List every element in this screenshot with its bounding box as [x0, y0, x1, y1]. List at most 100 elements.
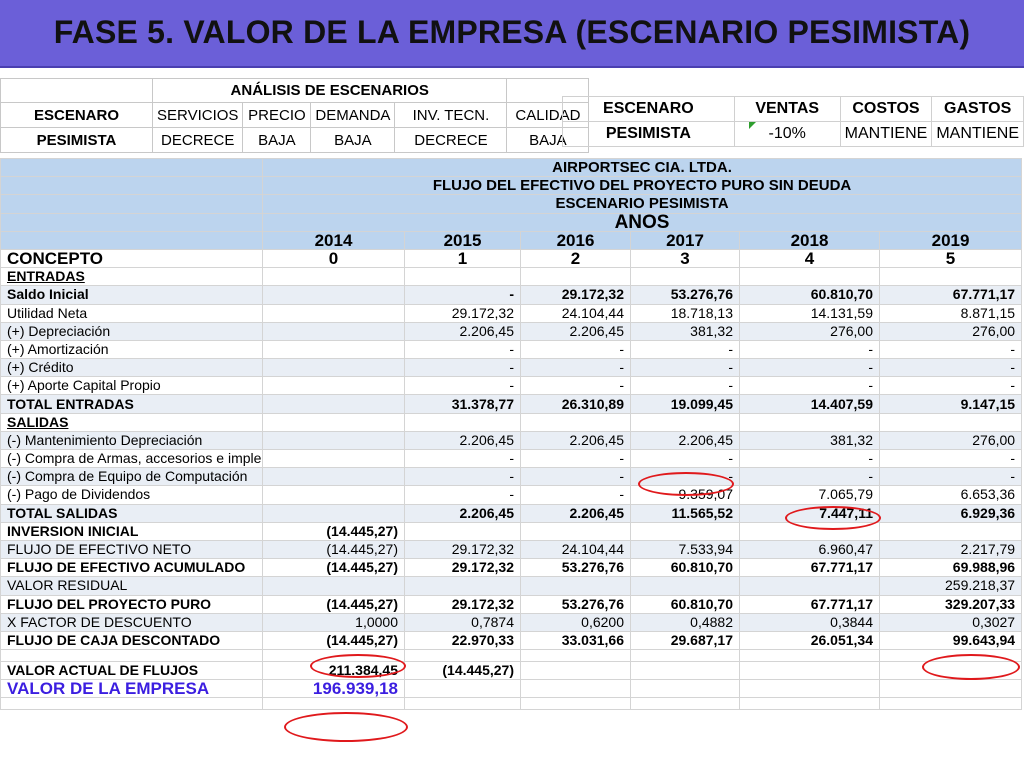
scenario-analysis-table: ANÁLISIS DE ESCENARIOS ESCENARO SERVICIO… [0, 78, 590, 153]
table-row: SALIDAS [0, 412, 1023, 432]
scenario-cell: PESIMISTA [0, 127, 153, 153]
row-value: - [878, 467, 1023, 487]
scenario-analysis-heading: ANÁLISIS DE ESCENARIOS [151, 78, 508, 103]
row-value: 14.407,59 [739, 394, 880, 414]
row-value [520, 576, 631, 596]
row-value: 2.206,45 [404, 321, 521, 341]
annotation-circle [922, 654, 1020, 680]
year-header: 2016 [520, 230, 631, 250]
row-value [262, 376, 405, 396]
row-value: (14.445,27) [262, 594, 405, 614]
row-value [262, 339, 405, 360]
row-label: X FACTOR DE DESCUENTO [0, 612, 263, 632]
row-value [262, 503, 405, 523]
row-value: 276,00 [878, 430, 1023, 451]
scenario-header: INV. TECN. [394, 102, 508, 128]
row-label: (+) Depreciación [0, 321, 263, 341]
comment-marker [749, 122, 756, 129]
table-row: TOTAL ENTRADAS 31.378,77 26.310,89 19.099,4… [0, 394, 1023, 414]
summary-cell: MANTIENE [839, 121, 933, 147]
row-value [262, 394, 405, 414]
row-value: 8.871,15 [878, 303, 1023, 323]
spacer-row [0, 697, 1023, 711]
table-row: (-) Mantenimiento Depreciación 2.206,45 2.… [0, 430, 1023, 451]
present-value-row: VALOR ACTUAL DE FLUJOS 211.384,45 (14.445,… [0, 661, 1023, 681]
period-header: 0 [262, 248, 405, 269]
period-header: 5 [878, 248, 1023, 269]
row-value [520, 267, 631, 287]
annotation-circle [284, 712, 408, 742]
row-value: 381,32 [630, 321, 740, 341]
row-value: (14.445,27) [262, 521, 405, 541]
row-value: - [630, 358, 740, 378]
row-value [404, 521, 521, 541]
table-row: (+) Amortización - - - - - [0, 339, 1023, 360]
row-value: - [630, 339, 740, 360]
row-value: 6.929,36 [878, 503, 1023, 523]
row-value: 2.206,45 [520, 321, 631, 341]
table-row: Utilidad Neta 29.172,32 24.104,44 18.718,13… [0, 303, 1023, 323]
scenario-header: SERVICIOS [151, 102, 244, 128]
table-row: (+) Crédito - - - - - [0, 358, 1023, 378]
row-value [262, 467, 405, 487]
table-row: Saldo Inicial -29.172,32 53.276,76 60.810,7… [0, 285, 1023, 305]
row-value: 31.378,77 [404, 394, 521, 414]
table-row: FLUJO DE EFECTIVO ACUMULADO (14.445,27) 29… [0, 558, 1023, 578]
row-value: 6.960,47 [739, 539, 880, 560]
period-header: 4 [739, 248, 880, 269]
row-label: (-) Compra de Equipo de Computación [0, 467, 263, 487]
slide-title-bar: FASE 5. VALOR DE LA EMPRESA (ESCENARIO P… [0, 0, 1024, 68]
summary-header: COSTOS [839, 96, 933, 122]
row-value: 6.653,36 [878, 485, 1023, 505]
row-value [878, 267, 1023, 287]
row-value: 14.131,59 [739, 303, 880, 323]
annotation-circle [785, 506, 881, 530]
row-value [739, 576, 880, 596]
table-row: (+) Aporte Capital Propio - - - - - [0, 376, 1023, 396]
row-label: Utilidad Neta [0, 303, 263, 323]
row-value: - [520, 376, 631, 396]
row-value: 33.031,66 [520, 630, 631, 651]
row-value: 60.810,70 [630, 558, 740, 578]
table-row: (-) Compra de Armas, accesorios e implem… [0, 448, 1023, 469]
summary-header: GASTOS [931, 96, 1024, 122]
row-value [404, 412, 521, 432]
row-value [878, 412, 1023, 432]
row-value: - [739, 358, 880, 378]
row-value [262, 485, 405, 505]
row-value: 0,7874 [404, 612, 521, 632]
row-value: 0,6200 [520, 612, 631, 632]
company-value-row: VALOR DE LA EMPRESA 196.939,18 [0, 679, 1023, 699]
row-value [404, 576, 521, 596]
row-value: - [878, 339, 1023, 360]
row-value: - [404, 285, 521, 305]
row-value: 2.206,45 [520, 430, 631, 451]
period-header: 1 [404, 248, 521, 269]
scenario-summary-table: ESCENARO VENTAS COSTOS GASTOS PESIMISTA … [562, 96, 1024, 147]
row-label: (+) Aporte Capital Propio [0, 376, 263, 396]
row-value: - [404, 376, 521, 396]
scenario-header: DEMANDA [310, 102, 396, 128]
row-value: 259.218,37 [878, 576, 1023, 596]
row-value [739, 267, 880, 287]
scenario-cell: BAJA [242, 127, 312, 153]
row-label: INVERSION INICIAL [0, 521, 263, 541]
row-value [630, 412, 740, 432]
row-label: (-) Compra de Armas, accesorios e implem… [0, 448, 263, 469]
row-value: 2.206,45 [404, 430, 521, 451]
summary-cell: PESIMISTA [562, 121, 735, 147]
row-value [520, 412, 631, 432]
row-value: - [520, 448, 631, 469]
table-row: ENTRADAS [0, 267, 1023, 287]
period-header: 3 [630, 248, 740, 269]
row-value [262, 576, 405, 596]
row-value: 26.310,89 [520, 394, 631, 414]
row-label: (-) Mantenimiento Depreciación [0, 430, 263, 451]
row-value: 29.172,32 [404, 558, 521, 578]
row-value: 67.771,17 [739, 594, 880, 614]
row-value [520, 521, 631, 541]
row-value: 9.147,15 [878, 394, 1023, 414]
row-value [404, 267, 521, 287]
row-value: - [520, 485, 631, 505]
row-value [262, 303, 405, 323]
